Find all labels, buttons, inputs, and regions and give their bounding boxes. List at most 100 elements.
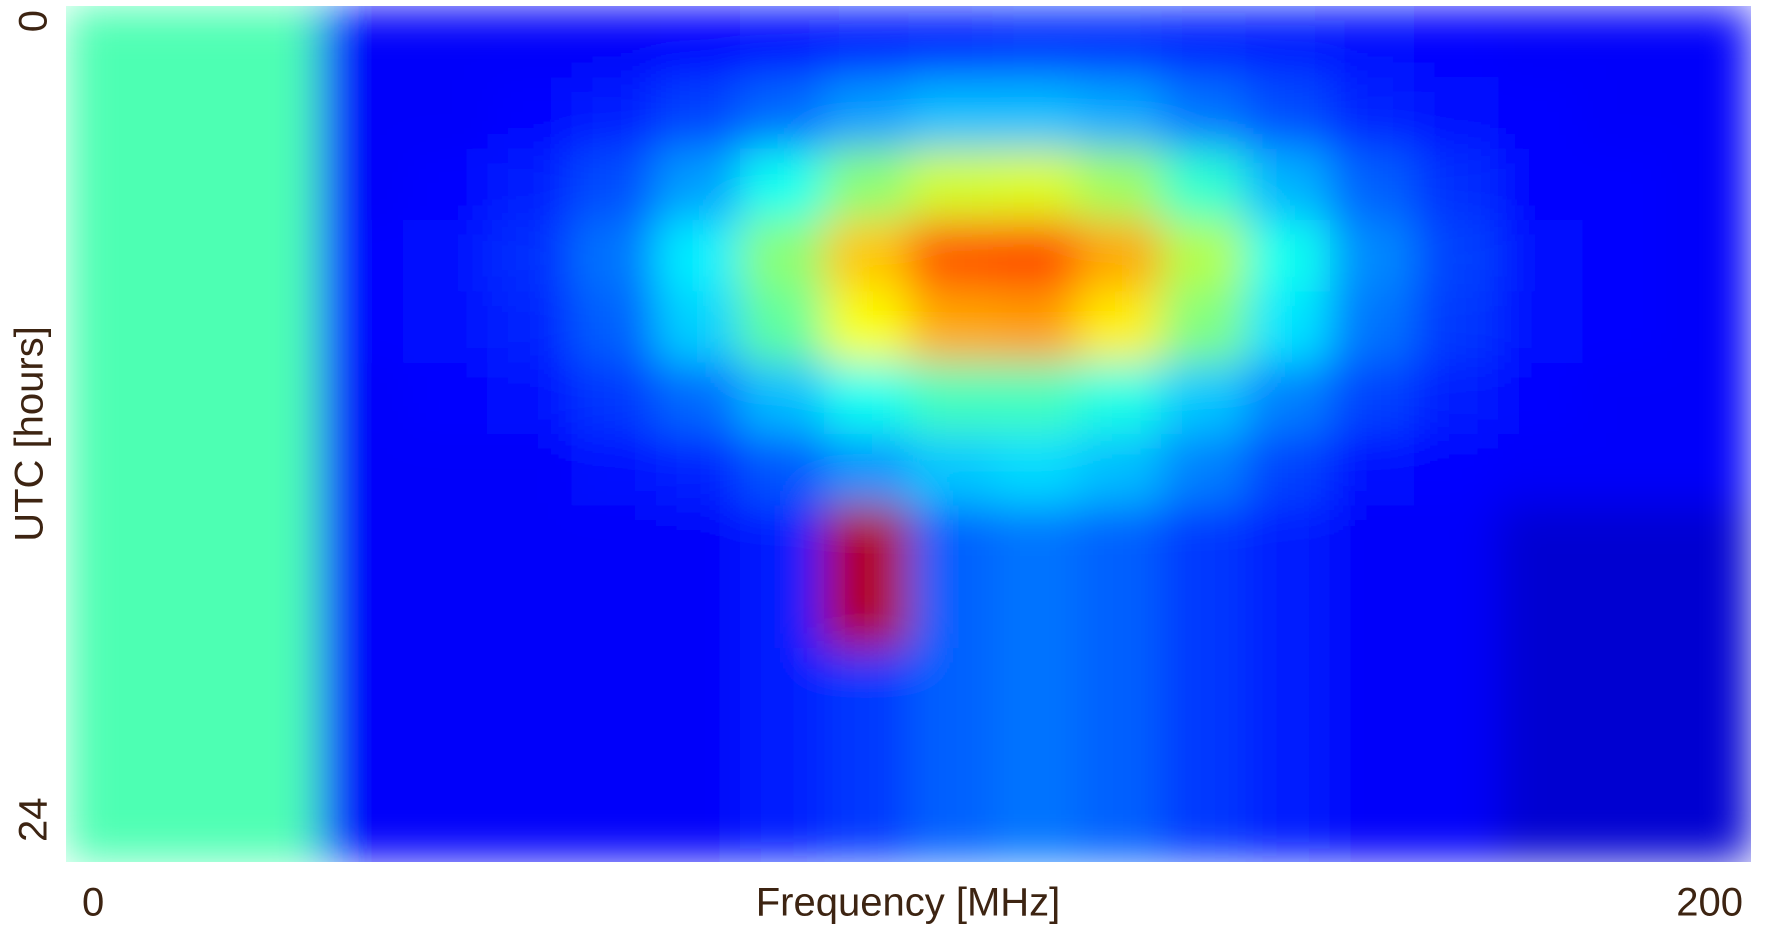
heat-cell bbox=[1161, 791, 1246, 863]
heat-cell bbox=[150, 719, 235, 791]
heat-cell bbox=[656, 363, 741, 435]
heat-cell bbox=[1667, 220, 1752, 292]
heat-cell bbox=[1583, 719, 1668, 791]
heat-cell bbox=[1667, 719, 1752, 791]
heat-cell bbox=[824, 77, 909, 149]
heat-cell bbox=[1330, 648, 1415, 720]
heat-cell bbox=[993, 77, 1078, 149]
heat-cell bbox=[66, 77, 151, 149]
heat-cell bbox=[1583, 434, 1668, 506]
heat-cell bbox=[235, 648, 320, 720]
heat-cell bbox=[656, 719, 741, 791]
heat-cell bbox=[1498, 719, 1583, 791]
heat-cell bbox=[740, 77, 825, 149]
heat-cell bbox=[909, 648, 994, 720]
heat-cell bbox=[66, 291, 151, 363]
heat-cell bbox=[66, 719, 151, 791]
heat-cell bbox=[1583, 363, 1668, 435]
heat-cell bbox=[1667, 648, 1752, 720]
heat-cell bbox=[66, 363, 151, 435]
heat-cell bbox=[403, 220, 488, 292]
heat-cell bbox=[235, 434, 320, 506]
heat-cell bbox=[1498, 577, 1583, 649]
heat-cell bbox=[1498, 149, 1583, 221]
heat-cell bbox=[909, 719, 994, 791]
heat-cell bbox=[66, 6, 151, 78]
heat-cell bbox=[656, 220, 741, 292]
heat-cell bbox=[1414, 434, 1499, 506]
heat-cell bbox=[824, 577, 909, 649]
heat-cell bbox=[1077, 363, 1162, 435]
heat-cell bbox=[319, 577, 404, 649]
heat-cell bbox=[403, 363, 488, 435]
heat-cell bbox=[1077, 648, 1162, 720]
heat-cell bbox=[150, 363, 235, 435]
heat-cell bbox=[487, 791, 572, 863]
heat-cell bbox=[319, 434, 404, 506]
heat-cell bbox=[740, 648, 825, 720]
heat-cell bbox=[1667, 791, 1752, 863]
heat-cell bbox=[1161, 434, 1246, 506]
heat-cell bbox=[487, 149, 572, 221]
heat-cell bbox=[403, 648, 488, 720]
heat-cell bbox=[403, 291, 488, 363]
heat-cell bbox=[150, 6, 235, 78]
heat-cell bbox=[740, 791, 825, 863]
x-tick-label: 200 bbox=[1676, 881, 1743, 925]
heat-cell bbox=[487, 363, 572, 435]
heat-cell bbox=[993, 791, 1078, 863]
heat-cell bbox=[909, 505, 994, 577]
heat-cell bbox=[572, 719, 657, 791]
heat-cell bbox=[403, 6, 488, 78]
heat-cell bbox=[1498, 77, 1583, 149]
heat-cell bbox=[993, 505, 1078, 577]
heat-cell bbox=[1161, 149, 1246, 221]
heat-cell bbox=[1246, 77, 1331, 149]
heat-cell bbox=[740, 434, 825, 506]
heat-cell bbox=[1583, 791, 1668, 863]
heat-cell bbox=[740, 719, 825, 791]
heat-cell bbox=[824, 505, 909, 577]
heat-cell bbox=[1077, 149, 1162, 221]
heat-cell bbox=[993, 149, 1078, 221]
heat-cell bbox=[66, 149, 151, 221]
heat-cell bbox=[1583, 6, 1668, 78]
heat-cell bbox=[235, 6, 320, 78]
heat-cell bbox=[909, 434, 994, 506]
heat-cell bbox=[1330, 220, 1415, 292]
heat-cell bbox=[487, 77, 572, 149]
heat-cell bbox=[1161, 363, 1246, 435]
heat-cell bbox=[1246, 719, 1331, 791]
heat-cell bbox=[1667, 77, 1752, 149]
heat-cell bbox=[1498, 220, 1583, 292]
heat-cell bbox=[150, 505, 235, 577]
heat-cell bbox=[487, 434, 572, 506]
heat-cell bbox=[993, 291, 1078, 363]
heat-cell bbox=[1667, 505, 1752, 577]
y-tick-label: 24 bbox=[12, 798, 56, 843]
heat-cell bbox=[235, 719, 320, 791]
heat-cell bbox=[1246, 648, 1331, 720]
x-axis-label: Frequency [MHz] bbox=[756, 881, 1061, 925]
heat-cell bbox=[403, 149, 488, 221]
heat-cell bbox=[656, 505, 741, 577]
heat-cell bbox=[235, 505, 320, 577]
heat-cell bbox=[403, 434, 488, 506]
heat-cell bbox=[150, 648, 235, 720]
heat-cell bbox=[993, 220, 1078, 292]
heat-cell bbox=[1246, 791, 1331, 863]
heat-cell bbox=[572, 220, 657, 292]
heat-cell bbox=[909, 77, 994, 149]
heat-cell bbox=[319, 6, 404, 78]
heat-cell bbox=[487, 577, 572, 649]
heat-cell bbox=[1583, 505, 1668, 577]
heat-cell bbox=[824, 220, 909, 292]
heat-cell bbox=[1414, 791, 1499, 863]
heat-cell bbox=[572, 6, 657, 78]
heat-cell bbox=[1667, 149, 1752, 221]
heat-cell bbox=[1246, 505, 1331, 577]
heat-cell bbox=[1583, 220, 1668, 292]
heat-cell bbox=[1077, 434, 1162, 506]
heat-cell bbox=[572, 434, 657, 506]
